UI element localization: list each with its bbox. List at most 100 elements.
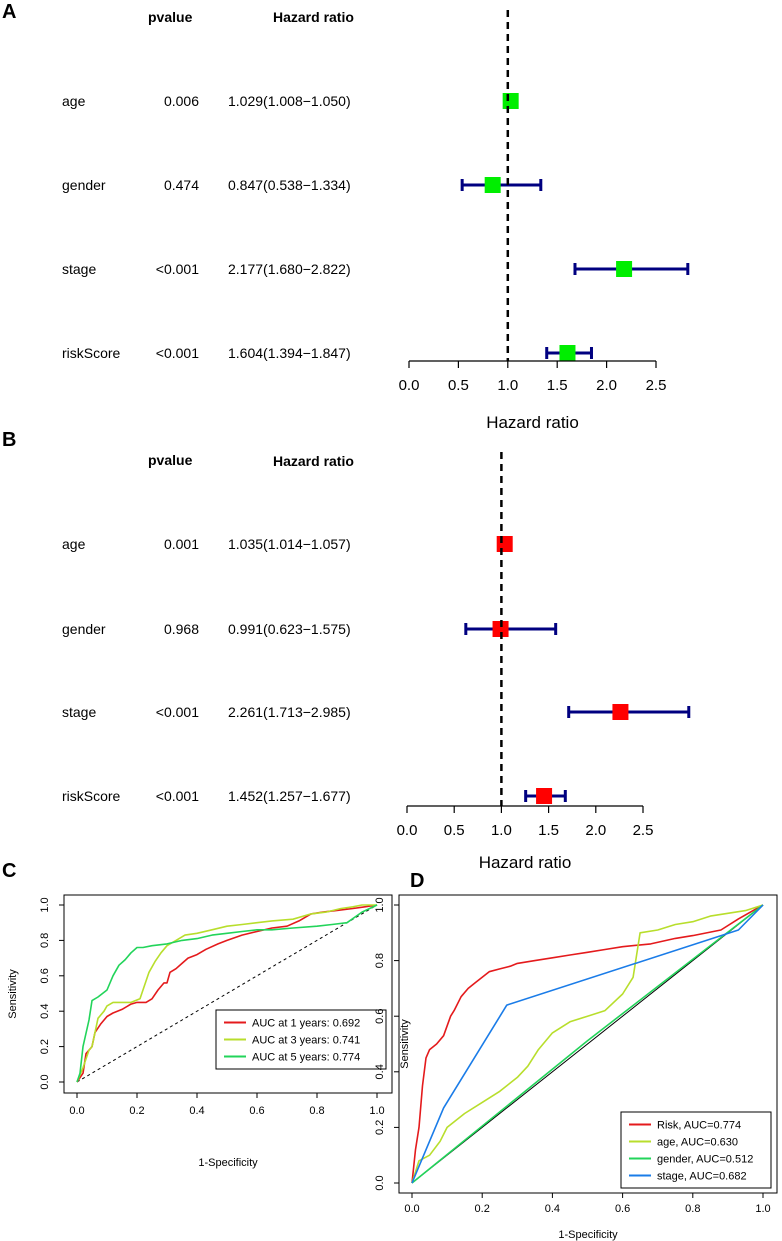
x-axis-title: Hazard ratio [479,853,572,872]
diagonal-reference [411,904,764,1184]
y-tick-label: 0.8 [374,953,386,968]
y-tick-label: 0.4 [39,1004,51,1019]
x-tick-label: 0.0 [397,822,418,839]
variable-label: riskScore [62,788,121,804]
roc-curve-4 [411,904,764,1184]
roc-curve-1 [76,904,378,1083]
x-tick-label: 0.2 [475,1203,490,1215]
hazard-ratio-marker [496,536,513,552]
legend-label: gender, AUC=0.512 [657,1154,753,1166]
forest-plot-b: age 0.001 1.035(1.014−1.057) gender 0.968 0.9… [62,452,691,872]
hazard-ratio-cell: 2.261(1.713−2.985) [228,704,351,720]
hazard-ratio-cell: 2.177(1.680−2.822) [228,261,351,277]
roc-curve-2 [411,904,764,1184]
legend-label: age, AUC=0.630 [657,1137,738,1149]
x-tick-label: 0.6 [249,1105,264,1117]
x-tick-label: 0.5 [448,377,469,394]
panel-b: B pvalue Hazard ratio age 0.001 1.035(1.01… [2,429,691,872]
hazard-ratio-cell: 0.991(0.623−1.575) [228,621,351,637]
pvalue-cell: 0.001 [164,536,199,552]
roc-curve-1 [411,904,764,1184]
pvalue-cell: <0.001 [156,788,199,804]
pvalue-header: pvalue [148,452,193,468]
plot-frame [63,894,393,1094]
x-tick-label: 2.5 [646,377,667,394]
roc-curve-3 [76,904,378,1083]
pvalue-cell: 0.968 [164,621,199,637]
y-tick-label: 0.8 [39,933,51,948]
legend-label: AUC at 3 years: 0.741 [252,1035,360,1047]
x-tick-label: 0.0 [404,1203,419,1215]
hazard-ratio-marker [536,788,553,804]
y-axis-title: Sensitivity [399,1019,411,1069]
x-tick-label: 0.6 [615,1203,630,1215]
x-axis-title: 1-Specificity [198,1157,258,1169]
hazard-ratio-marker [492,621,509,637]
hazard-ratio-cell: 1.604(1.394−1.847) [228,345,351,361]
forest-plot-a: age 0.006 1.029(1.008−1.050) gender 0.474 0.8… [62,10,690,432]
plot-frame [398,894,778,1194]
diagonal-reference [76,904,378,1083]
x-tick-label: 1.0 [491,822,512,839]
legend-label: AUC at 1 years: 0.692 [252,1018,360,1030]
x-tick-label: 0.8 [309,1105,324,1117]
y-tick-label: 0.6 [374,1009,386,1024]
hazard-ratio-cell: 0.847(0.538−1.334) [228,177,351,193]
x-tick-label: 0.0 [399,377,420,394]
x-tick-label: 0.5 [444,822,465,839]
pvalue-cell: <0.001 [156,345,199,361]
variable-label: stage [62,261,96,277]
hazard-ratio-cell: 1.029(1.008−1.050) [228,93,351,109]
y-tick-label: 0.0 [374,1175,386,1190]
roc-plot-d: 0.0 0.2 0.4 0.6 0.8 1.0 0.0 0.2 0.4 0.6 0.8 1.0 1-Sp… [374,894,778,1241]
y-tick-label: 0.2 [374,1120,386,1135]
panel-c: C 0.0 0.2 0.4 0.6 0.8 1.0 0.0 0.2 0.4 0.6 0.8 1.0 1-… [2,860,393,1169]
roc-plot-c: 0.0 0.2 0.4 0.6 0.8 1.0 0.0 0.2 0.4 0.6 0.8 1.0 1-Sp… [7,894,393,1169]
hazard-ratio-cell: 1.035(1.014−1.057) [228,536,351,552]
hazard-ratio-marker [484,177,501,193]
pvalue-cell: <0.001 [156,704,199,720]
x-tick-label: 2.5 [633,822,654,839]
x-tick-label: 0.4 [189,1105,204,1117]
pvalue-cell: 0.006 [164,93,199,109]
variable-label: age [62,536,86,552]
x-tick-label: 1.0 [497,377,518,394]
x-axis-title: Hazard ratio [486,413,579,432]
y-tick-label: 0.2 [39,1039,51,1054]
panel-letter-c: C [2,860,16,882]
pvalue-cell: <0.001 [156,261,199,277]
variable-label: stage [62,704,96,720]
y-tick-label: 0.0 [39,1074,51,1089]
variable-label: gender [62,177,106,193]
y-tick-label: 0.4 [374,1064,386,1079]
hazard-ratio-marker [612,704,629,720]
variable-label: riskScore [62,345,121,361]
x-tick-label: 0.8 [685,1203,700,1215]
hazard-ratio-marker [559,345,576,361]
hazard-ratio-header: Hazard ratio [273,453,354,469]
x-tick-label: 0.2 [129,1105,144,1117]
y-axis-title: Sensitivity [7,969,19,1019]
hazard-ratio-cell: 1.452(1.257−1.677) [228,788,351,804]
x-tick-label: 1.0 [755,1203,770,1215]
y-tick-label: 1.0 [374,897,386,912]
roc-curve-3 [411,904,764,1184]
x-tick-label: 2.0 [596,377,617,394]
pvalue-header: pvalue [148,9,193,25]
panel-letter-b: B [2,429,16,451]
hazard-ratio-header: Hazard ratio [273,9,354,25]
legend-label: stage, AUC=0.682 [657,1171,747,1183]
legend-label: AUC at 5 years: 0.774 [252,1052,360,1064]
hazard-ratio-marker [616,261,633,277]
x-tick-label: 1.5 [538,822,559,839]
variable-label: age [62,93,86,109]
x-axis-title: 1-Specificity [558,1229,618,1241]
y-tick-label: 1.0 [39,897,51,912]
x-tick-label: 2.0 [585,822,606,839]
panel-a: A pvalue Hazard ratio age 0.006 1.029(1.00… [2,1,690,432]
x-tick-label: 0.0 [69,1105,84,1117]
pvalue-cell: 0.474 [164,177,199,193]
panel-letter-a: A [2,1,16,23]
y-tick-label: 0.6 [39,968,51,983]
